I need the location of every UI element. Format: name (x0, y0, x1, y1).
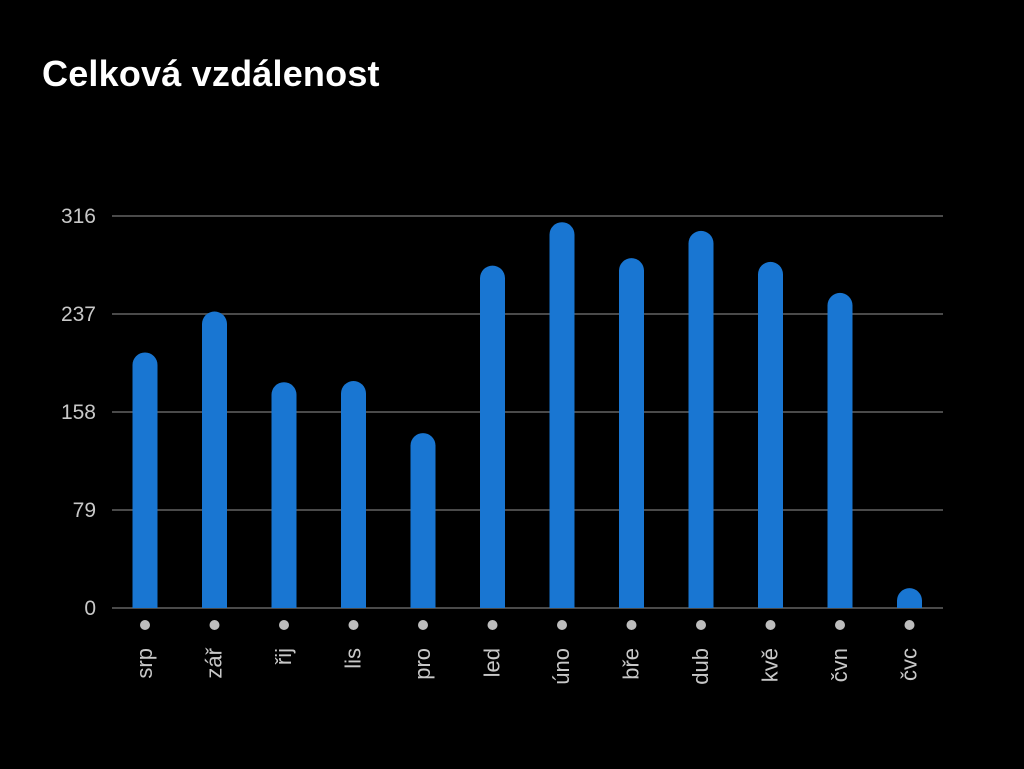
bar-6 (549, 222, 575, 608)
category-dot (765, 620, 776, 630)
category-dot (835, 620, 845, 630)
x-tick-label: úno (549, 648, 574, 685)
y-tick-label: 316 (61, 205, 96, 228)
category-dot (418, 620, 428, 630)
category-dot (557, 620, 567, 630)
category-dot (279, 620, 289, 630)
x-tick-label: čvc (897, 648, 922, 681)
bar-3 (341, 380, 366, 608)
bar-2 (271, 382, 297, 608)
x-tick-label: čvn (827, 648, 852, 682)
bar-11 (897, 588, 922, 608)
x-tick-label: kvě (758, 648, 783, 682)
bar-5 (480, 265, 505, 608)
y-tick-label: 158 (61, 401, 96, 424)
bar-10 (827, 292, 853, 608)
bar-1 (202, 311, 227, 608)
category-dot (209, 620, 220, 630)
bar-9 (758, 261, 783, 608)
x-tick-label: lis (341, 648, 366, 669)
y-tick-label: 79 (73, 499, 96, 522)
x-tick-label: srp (132, 648, 157, 679)
category-dot (904, 620, 915, 630)
bar-4 (410, 433, 436, 608)
category-dot (487, 620, 498, 630)
category-dot (140, 620, 150, 630)
category-dot (626, 620, 637, 630)
y-tick-label: 0 (84, 597, 96, 620)
category-dots (140, 620, 915, 630)
x-axis-labels: srp zář řij lis pro led úno bře dub kvě čvn čvc (132, 647, 922, 684)
grid-lines (112, 215, 943, 609)
x-tick-label: zář (202, 647, 227, 678)
bars (132, 222, 922, 608)
x-tick-label: bře (619, 648, 644, 680)
bar-0 (132, 352, 158, 608)
category-dot (348, 620, 359, 630)
bar-7 (619, 258, 644, 608)
x-tick-label: řij (271, 648, 296, 665)
chart-title: Celková vzdálenost (42, 53, 380, 94)
bar-8 (688, 230, 714, 608)
y-tick-label: 237 (61, 303, 96, 326)
category-dot (696, 620, 706, 630)
x-tick-label: dub (688, 648, 713, 685)
x-tick-label: led (480, 648, 505, 677)
y-axis-ticks: 0 79 158 237 316 (61, 205, 96, 620)
x-tick-label: pro (410, 648, 435, 680)
